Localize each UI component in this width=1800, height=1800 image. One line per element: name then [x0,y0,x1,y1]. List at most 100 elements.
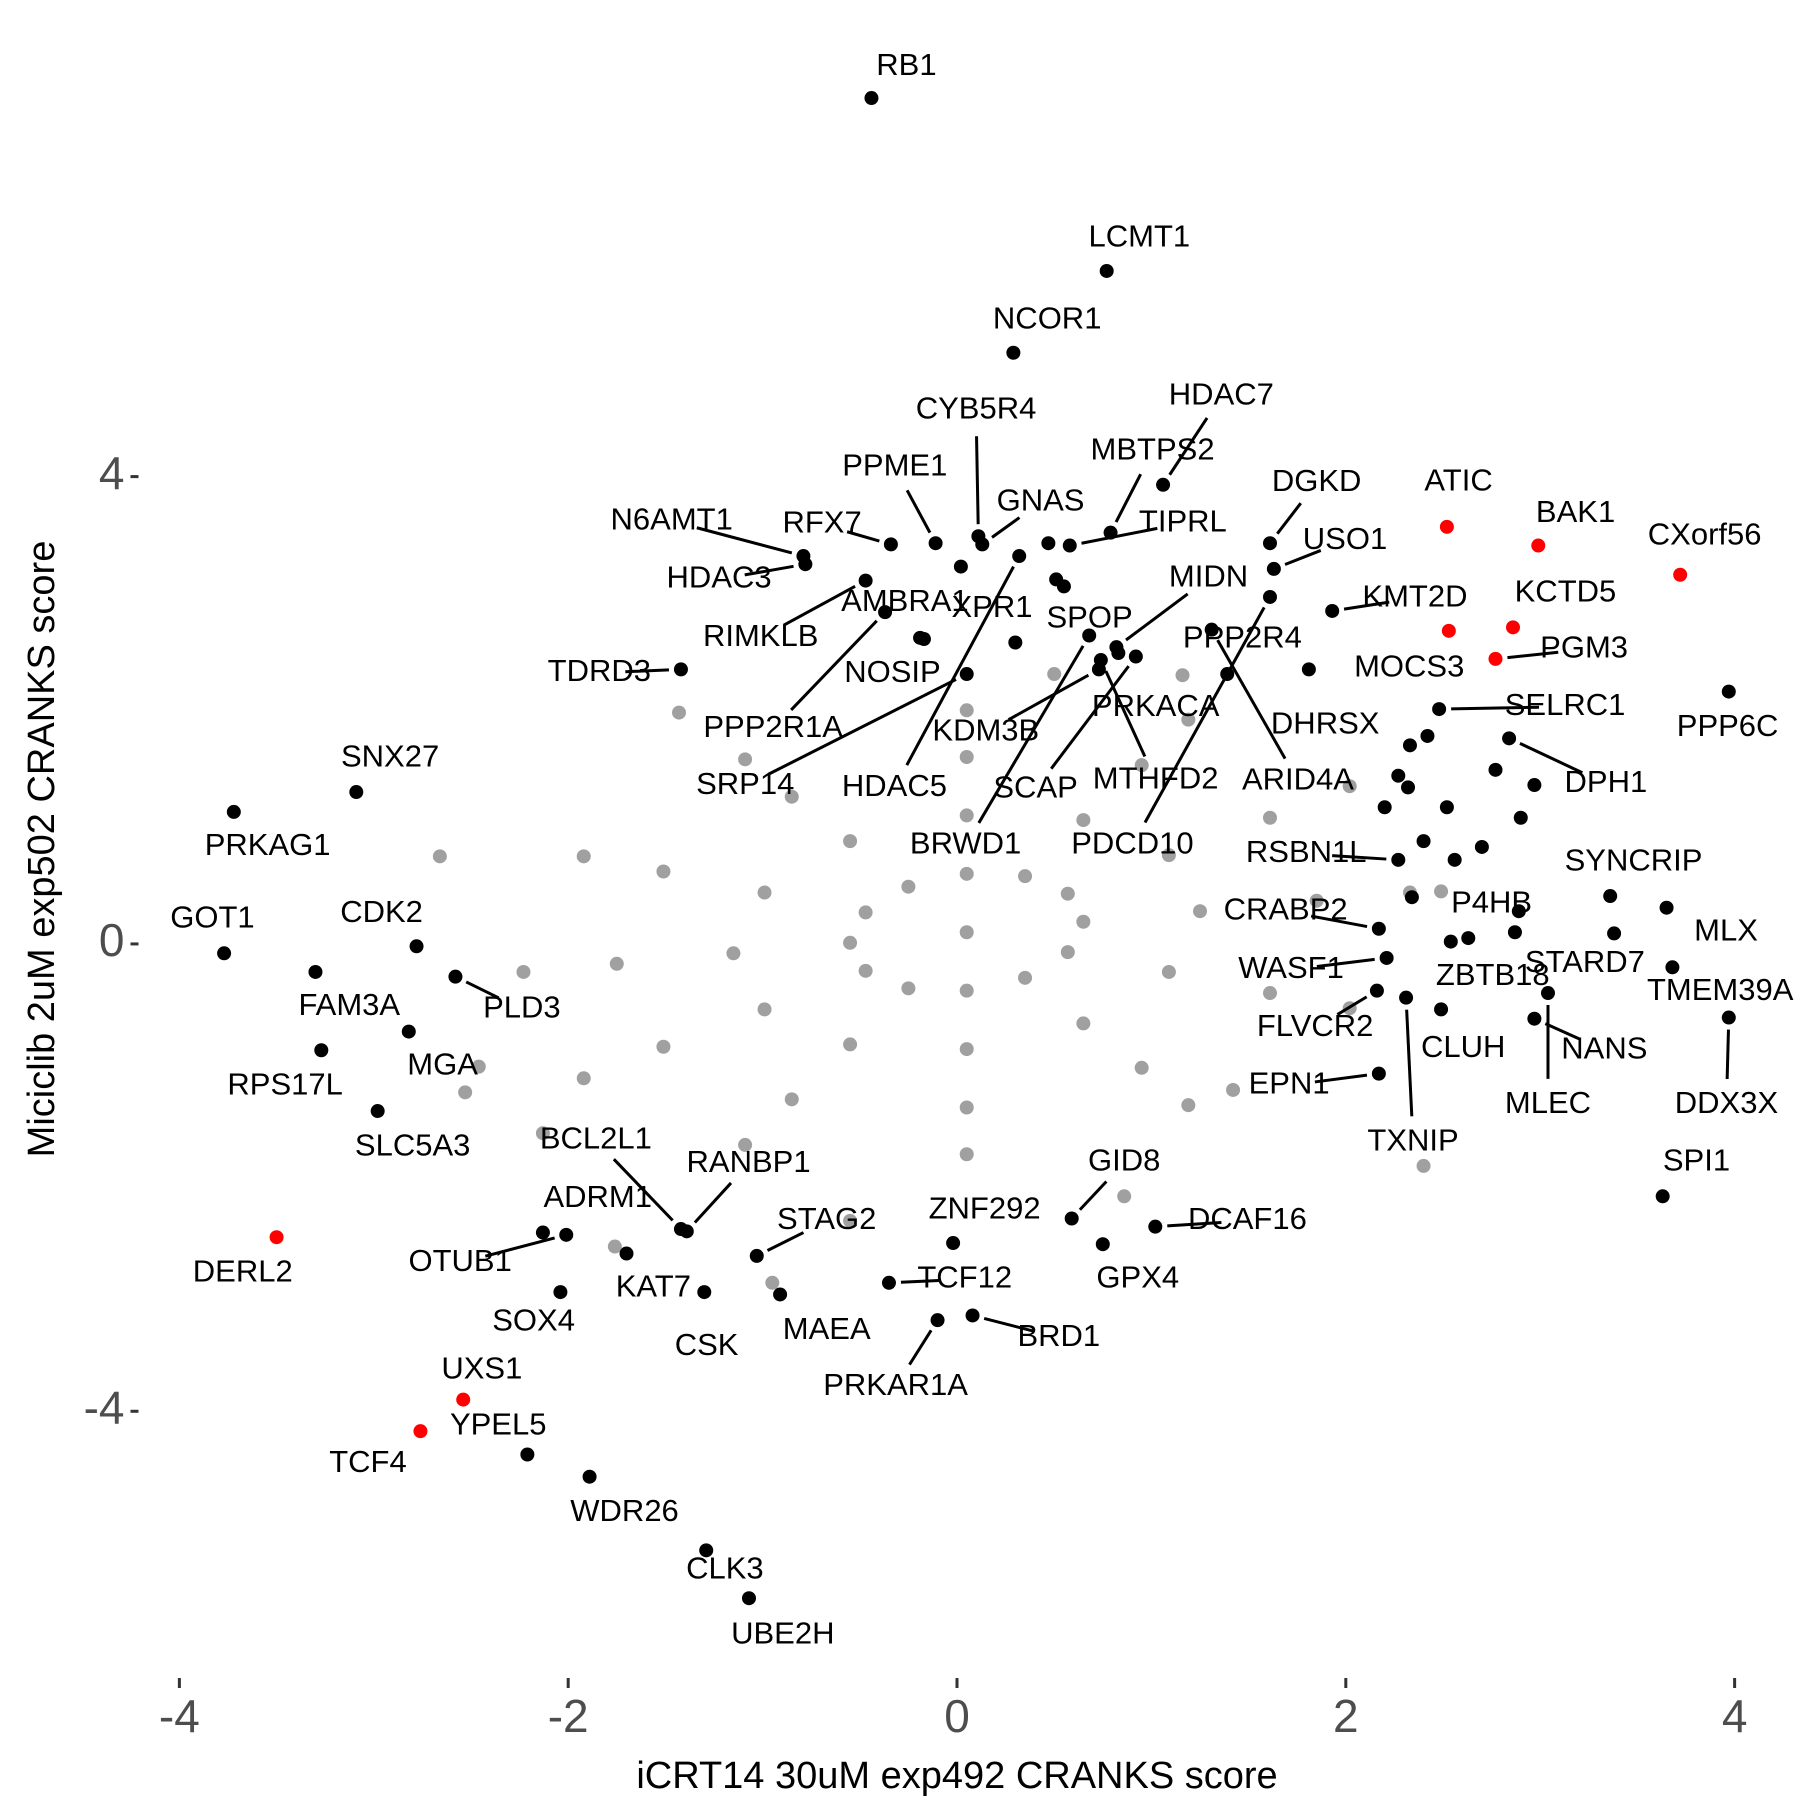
point [1369,983,1384,998]
point [1721,1010,1736,1025]
point-label: MOCS3 [1354,648,1464,683]
label-leader [696,526,793,555]
point-label: ADRM1 [543,1179,652,1214]
point [1659,900,1674,915]
y-axis-title: Miciclib 2uM exp502 CRANKS score [21,541,63,1158]
label-leader [767,678,957,776]
label-leader [766,1231,805,1252]
label-leader [1276,502,1302,535]
point-label: KCTD5 [1515,574,1617,609]
point [864,91,879,106]
point-label: GNAS [997,483,1085,518]
point-label: PPME1 [842,448,947,483]
point-label: RIMKLB [703,618,818,653]
point [959,983,974,998]
point [1006,345,1021,360]
label-leader [1332,854,1387,861]
point [1134,1060,1149,1075]
point [843,1213,858,1228]
point-label: NCOR1 [993,300,1102,335]
point-label: ZNF292 [929,1191,1041,1226]
point [1117,1189,1132,1204]
label-leader [1451,705,1540,711]
point [959,1147,974,1162]
point-label: USO1 [1303,521,1387,556]
point-label: MGA [407,1047,478,1082]
point [858,573,873,588]
label-leader [975,436,980,525]
point-label: MTHFD2 [1093,760,1219,795]
point [1531,538,1546,553]
point [1488,762,1503,777]
point-label: DCAF16 [1188,1201,1307,1236]
point-label: SLC5A3 [355,1127,470,1162]
point [432,849,447,864]
point-label: DHRSX [1271,706,1380,741]
point [1262,536,1277,551]
point [471,1059,486,1074]
point [1301,662,1316,677]
point-label: LCMT1 [1089,219,1191,254]
point-label: KDM3B [932,713,1039,748]
point [1262,810,1277,825]
point [1262,589,1277,604]
point [765,1275,780,1290]
label-leader [908,1329,933,1366]
point-label: MIDN [1169,559,1248,594]
point [901,879,916,894]
point [619,1246,634,1261]
label-leader [1405,1009,1414,1117]
point-label: PDCD10 [1071,825,1193,860]
point [1502,731,1517,746]
label-leader [1168,417,1209,476]
point-label: HDAC3 [667,560,772,595]
point [1204,622,1219,637]
point [1401,780,1416,795]
point [1511,904,1526,919]
point-label: CXorf56 [1648,516,1762,551]
point [1156,477,1171,492]
point [749,1248,764,1263]
point-label: N6AMT1 [611,501,733,536]
label-leader [1284,549,1322,566]
point [697,1285,712,1300]
point-label: DDX3X [1675,1085,1779,1120]
point [553,1285,568,1300]
point [1008,635,1023,650]
point [1128,649,1143,664]
point-label: PRKAR1A [823,1367,968,1402]
point [1404,890,1419,905]
point [1527,778,1542,793]
point [582,1469,597,1484]
point-label: TMEM39A [1647,972,1794,1007]
point-label: KAT7 [616,1269,691,1304]
point [901,981,916,996]
point [798,557,813,572]
point-label: SOX4 [492,1303,575,1338]
point [1391,768,1406,783]
label-leader [1316,957,1375,968]
point [881,1275,896,1290]
point [975,537,990,552]
point [1673,567,1688,582]
point-label: ARID4A [1242,761,1354,796]
point [217,946,232,961]
point [1181,1098,1196,1113]
y-tick-label: 4 [99,447,125,499]
point [1266,561,1281,576]
label-leader [1507,650,1559,660]
point [559,1227,574,1242]
point [314,1043,329,1058]
point-label: TIPRL [1139,504,1227,539]
point [1505,620,1520,635]
point [1402,738,1417,753]
point [1377,800,1392,815]
point [858,905,873,920]
point [946,1236,961,1251]
point-label: SYNCRIP [1565,842,1703,877]
point [1099,263,1114,278]
point-label: FAM3A [298,987,400,1022]
point [1439,800,1454,815]
